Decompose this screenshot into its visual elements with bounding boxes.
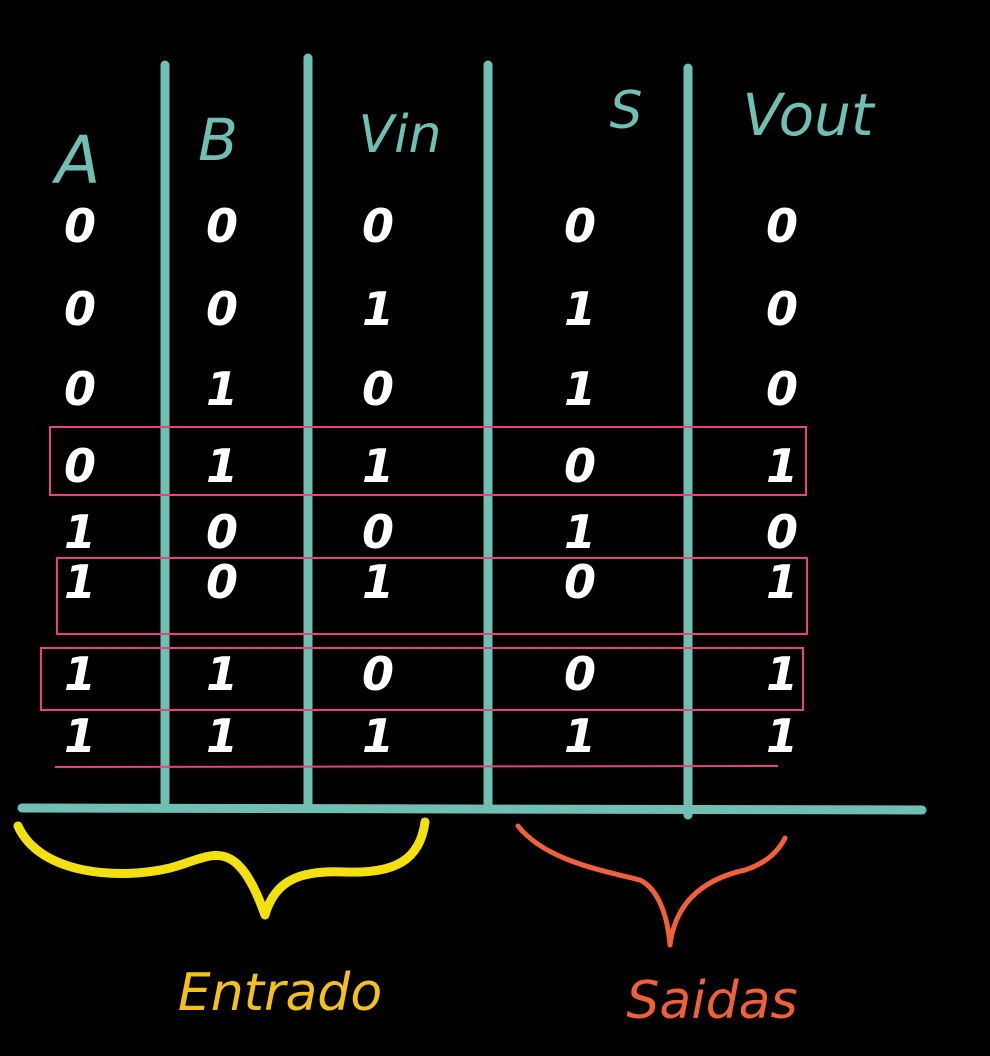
table-cell: 0: [206, 555, 238, 609]
table-grid: [17, 53, 927, 820]
table-cell: 1: [362, 709, 394, 763]
highlight-box: [40, 647, 804, 711]
baseline: [17, 803, 927, 815]
outputs-brace: [515, 823, 788, 948]
table-cell: 0: [564, 647, 596, 701]
table-cell: 0: [766, 505, 798, 559]
table-cells: 0 0 0 0 00 0 1 1 00 1 0 1 00 1 1 0 11 0 0 1 01 0 1 0 11 1 0 0 11 1 1 1 1: [64, 199, 798, 763]
table-cell: 0: [206, 505, 238, 559]
table-cell: 1: [564, 282, 596, 336]
table-cell: 1: [206, 362, 238, 416]
highlight-underline: [54, 765, 779, 768]
table-cell: 1: [362, 439, 394, 493]
table-cell: 0: [64, 362, 96, 416]
table-cell: 0: [64, 282, 96, 336]
table-cell: 1: [766, 647, 798, 701]
table-cell: 0: [362, 505, 394, 559]
table-cell: 1: [766, 439, 798, 493]
highlight-box: [56, 557, 808, 635]
table-cell: 0: [564, 555, 596, 609]
table-cell: 1: [206, 709, 238, 763]
table-cell: 1: [206, 439, 238, 493]
highlight-box: [49, 426, 807, 496]
column-headers: A B Vin S Vout: [51, 81, 875, 199]
table-cell: 1: [564, 505, 596, 559]
table-cell: 0: [564, 439, 596, 493]
table-cell: 0: [766, 199, 798, 253]
table-cell: 1: [64, 505, 96, 559]
table-cell: 1: [64, 709, 96, 763]
table-cell: 0: [206, 282, 238, 336]
table-cell: 0: [362, 647, 394, 701]
column-header: Vout: [742, 81, 876, 149]
table-cell: 0: [64, 439, 96, 493]
outputs-label: Saidas: [626, 971, 797, 1031]
column-header: B: [198, 106, 238, 174]
table-cell: 0: [206, 199, 238, 253]
table-cell: 1: [766, 555, 798, 609]
table-cell: 0: [766, 362, 798, 416]
table-cell: 1: [64, 647, 96, 701]
table-cell: 1: [206, 647, 238, 701]
table-cell: 1: [362, 282, 394, 336]
table-cell: 0: [766, 282, 798, 336]
table-cell: 1: [564, 709, 596, 763]
table-cell: 0: [564, 199, 596, 253]
table-cell: 1: [362, 555, 394, 609]
table-cell: 0: [362, 199, 394, 253]
highlight-boxes: [40, 426, 808, 768]
table-cell: 1: [64, 555, 96, 609]
group-braces: [13, 817, 788, 948]
column-header: S: [609, 81, 642, 141]
column-header: A: [51, 122, 100, 199]
inputs-label: Entrado: [178, 963, 382, 1023]
table-cell: 1: [564, 362, 596, 416]
column-header: Vin: [359, 105, 442, 165]
inputs-brace: [13, 817, 430, 920]
table-cell: 0: [64, 199, 96, 253]
table-cell: 0: [362, 362, 394, 416]
table-cell: 1: [766, 709, 798, 763]
